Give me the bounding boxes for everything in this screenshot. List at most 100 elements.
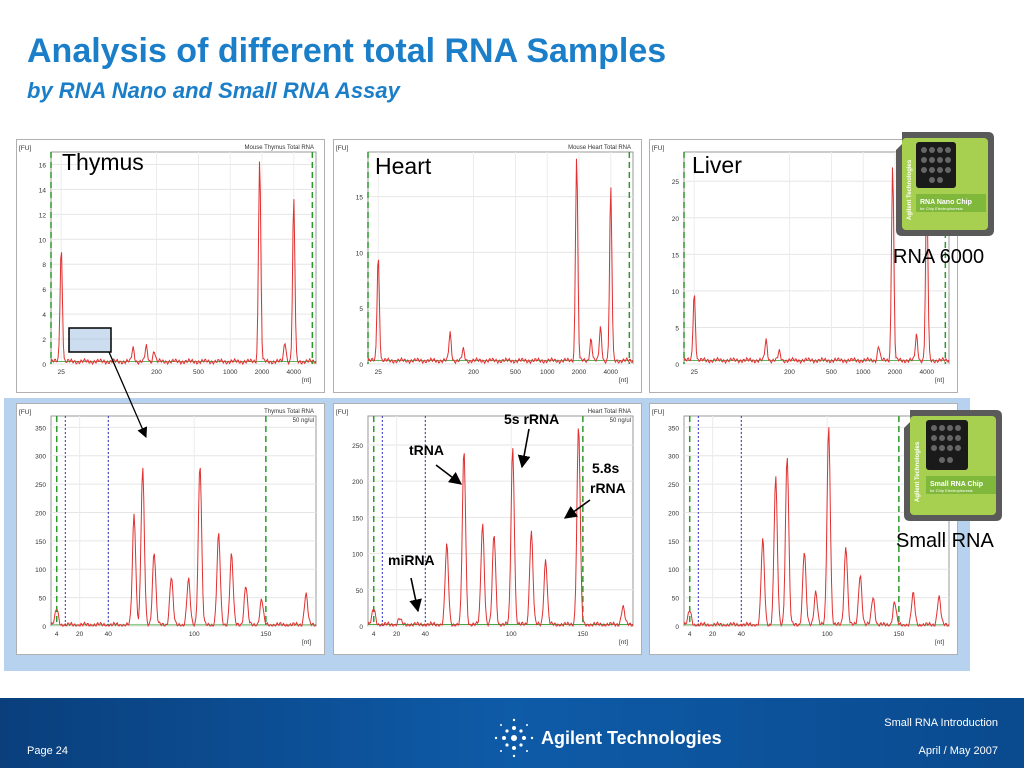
plot-area <box>50 151 317 365</box>
x-tick-label: 2000 <box>572 369 587 376</box>
plot-area <box>367 151 634 365</box>
x-tick-label: 150 <box>260 631 271 638</box>
y-tick-label: 0 <box>359 624 363 631</box>
x-tick-label: 2000 <box>888 369 903 376</box>
chart-small-thymus: 0 50 100 150 200 250 300 350 4 20 40 100 150 [FU] [nt]… <box>16 403 325 655</box>
footer-topic: Small RNA Introduction <box>884 717 998 729</box>
chart-small-liver: 0 50 100 150 200 250 300 350 4 20 40 100 150 [FU] [nt] <box>649 403 958 655</box>
annotation-mirna: miRNA <box>388 552 435 568</box>
y-axis-label: [FU] <box>336 409 348 416</box>
chip-sub-nano: for Chip Electrophoresis <box>920 206 963 211</box>
sample-label: Mouse Heart Total RNA <box>568 145 631 151</box>
y-tick-label: 10 <box>356 250 364 257</box>
y-tick-label: 0 <box>42 624 46 631</box>
x-tick-label: 20 <box>393 631 401 638</box>
y-tick-label: 200 <box>35 510 46 517</box>
rna-nano-chip-image: RNA Nano Chip for Chip Electrophoresis A… <box>894 130 996 238</box>
chart-svg: 0 5 10 15 25 200 500 1000 2000 4000 [FU] [nt] Mouse … <box>336 145 634 384</box>
x-tick-label: 25 <box>375 369 383 376</box>
x-tick-label: 4 <box>688 631 692 638</box>
label-liver: Liver <box>692 152 742 178</box>
slide-title: Analysis of different total RNA Samples <box>27 32 667 70</box>
y-tick-label: 250 <box>35 482 46 489</box>
x-axis-label: [nt] <box>935 639 944 646</box>
y-tick-label: 50 <box>672 596 680 603</box>
x-tick-label: 1000 <box>540 369 555 376</box>
y-tick-label: 300 <box>668 454 679 461</box>
x-tick-label: 500 <box>193 369 204 376</box>
y-axis-label: [FU] <box>652 409 664 416</box>
y-tick-label: 100 <box>35 567 46 574</box>
x-tick-label: 150 <box>577 631 588 638</box>
y-tick-label: 0 <box>42 362 46 369</box>
electropherogram-trace <box>50 161 317 366</box>
x-axis-label: [nt] <box>302 377 311 384</box>
chip-label-small-rna: Small RNA <box>896 530 994 552</box>
y-tick-label: 150 <box>35 539 46 546</box>
annotation-trna: tRNA <box>409 442 444 458</box>
x-tick-label: 150 <box>893 631 904 638</box>
x-tick-label: 20 <box>709 631 717 638</box>
annotation-5-8s-rrna: rRNA <box>590 480 626 496</box>
chart-svg: 0 50 100 150 200 250 300 350 4 20 40 100 150 [FU] [nt]… <box>19 409 317 646</box>
footer-date: April / May 2007 <box>918 745 998 757</box>
sample-label: Heart Total RNA <box>588 409 631 415</box>
label-heart: Heart <box>375 153 432 179</box>
footer-bar <box>0 698 1024 768</box>
chart-small-heart: 0 50 100 150 200 250 4 20 40 100 150 [FU] [nt] Heart … <box>333 403 642 655</box>
y-axis-label: [FU] <box>19 409 31 416</box>
y-tick-label: 350 <box>668 425 679 432</box>
y-tick-label: 5 <box>675 325 679 332</box>
y-tick-label: 20 <box>672 216 680 223</box>
x-axis-label: [nt] <box>619 377 628 384</box>
y-tick-label: 12 <box>39 212 47 219</box>
chart-svg: 051015202525200500100020004000[FU][nt]Mo… <box>652 145 950 384</box>
x-tick-label: 100 <box>506 631 517 638</box>
y-tick-label: 10 <box>672 289 680 296</box>
y-tick-label: 150 <box>668 539 679 546</box>
small-rna-chip-image: Small RNA Chip for Chip Electrophoresis … <box>902 408 1004 523</box>
x-tick-label: 4 <box>55 631 59 638</box>
sample-label: Thymus Total RNA <box>264 409 314 415</box>
x-tick-label: 40 <box>422 631 430 638</box>
y-tick-label: 2 <box>42 337 46 344</box>
x-tick-label: 1000 <box>223 369 238 376</box>
chip-name-small: Small RNA Chip <box>930 481 983 488</box>
x-tick-label: 4000 <box>287 369 302 376</box>
y-tick-label: 6 <box>42 287 46 294</box>
chip-label-rna-6000: RNA 6000 <box>893 246 985 268</box>
chart-svg: 0 2 4 6 8 10 12 14 16 25 200 500 1000 2000 4000 [FU] [nt… <box>19 145 317 384</box>
x-tick-label: 1000 <box>856 369 871 376</box>
annotation-5s-rrna: 5s rRNA <box>504 411 560 427</box>
y-tick-label: 200 <box>352 479 363 486</box>
plot-area <box>50 415 317 627</box>
y-axis-label: [FU] <box>19 145 31 152</box>
agilent-logo-text: Agilent Technologies <box>541 728 722 748</box>
concentration-label: 50 ng/ul <box>610 418 631 424</box>
annotation-5-8s: 5.8s <box>592 460 620 476</box>
y-tick-label: 4 <box>42 312 46 319</box>
y-tick-label: 5 <box>359 306 363 313</box>
x-axis-label: [nt] <box>302 639 311 646</box>
label-thymus: Thymus <box>62 149 144 175</box>
chip-sub-small: for Chip Electrophoresis <box>930 488 973 493</box>
y-tick-label: 14 <box>39 187 47 194</box>
electropherogram-trace <box>683 427 950 628</box>
y-tick-label: 350 <box>35 425 46 432</box>
y-tick-label: 25 <box>672 179 680 186</box>
chart-nano-heart: 0 5 10 15 25 200 500 1000 2000 4000 [FU] [nt] Mouse … <box>333 139 642 393</box>
y-tick-label: 50 <box>356 588 364 595</box>
concentration-label: 50 ng/ul <box>293 418 314 424</box>
y-tick-label: 16 <box>39 162 47 169</box>
x-tick-label: 200 <box>784 369 795 376</box>
y-tick-label: 15 <box>672 252 680 259</box>
chip-brand-nano: Agilent Technologies <box>907 159 913 220</box>
y-tick-label: 50 <box>39 596 47 603</box>
x-tick-label: 4000 <box>604 369 619 376</box>
x-tick-label: 2000 <box>255 369 270 376</box>
chart-svg: 0 50 100 150 200 250 4 20 40 100 150 [FU] [nt] Heart … <box>336 409 634 646</box>
x-tick-label: 500 <box>510 369 521 376</box>
y-tick-label: 150 <box>352 515 363 522</box>
chip-brand-small: Agilent Technologies <box>915 441 921 502</box>
slide-subtitle: by RNA Nano and Small RNA Assay <box>27 78 400 103</box>
